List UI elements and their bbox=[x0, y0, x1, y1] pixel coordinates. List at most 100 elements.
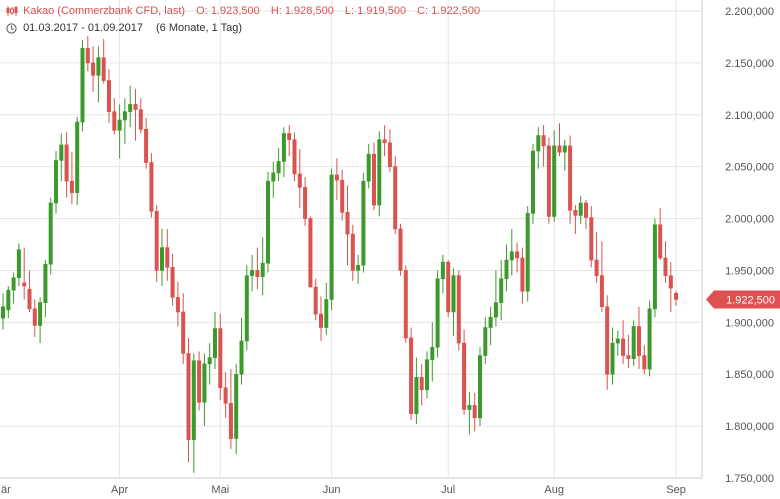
candle-body bbox=[456, 275, 461, 344]
candle-body bbox=[43, 263, 48, 303]
candle bbox=[250, 254, 255, 292]
candle-body bbox=[223, 387, 228, 404]
candle-body bbox=[48, 202, 53, 265]
y-tick-label: 2.100,000 bbox=[725, 110, 774, 122]
candle bbox=[424, 351, 429, 399]
candle bbox=[197, 351, 202, 411]
candle bbox=[181, 293, 186, 364]
candle-body bbox=[483, 327, 488, 356]
candle bbox=[636, 306, 641, 370]
candle bbox=[562, 139, 567, 171]
candle-body bbox=[414, 377, 419, 414]
candle-body bbox=[366, 153, 371, 182]
candle-body bbox=[53, 160, 58, 204]
candle-body bbox=[80, 48, 85, 123]
candle bbox=[128, 85, 133, 128]
candle-body bbox=[552, 145, 557, 217]
candle-body bbox=[128, 104, 133, 112]
candle bbox=[642, 345, 647, 375]
candle bbox=[6, 286, 11, 319]
x-tick-label: Mai bbox=[211, 484, 229, 496]
candle-body bbox=[313, 286, 318, 315]
candle bbox=[43, 260, 48, 318]
candle bbox=[557, 123, 562, 157]
candle bbox=[504, 244, 509, 292]
candle-body bbox=[387, 142, 392, 167]
candle bbox=[38, 297, 43, 344]
candle-body bbox=[96, 57, 101, 76]
candle-body bbox=[409, 337, 414, 414]
candle bbox=[107, 69, 112, 124]
candle-body bbox=[218, 328, 223, 389]
candle-body bbox=[610, 342, 615, 375]
candle bbox=[626, 334, 631, 368]
candle-body bbox=[191, 360, 196, 440]
candle bbox=[186, 337, 191, 463]
y-tick-label: 2.150,000 bbox=[725, 58, 774, 70]
candle bbox=[472, 392, 477, 432]
candle-body bbox=[16, 249, 21, 279]
candle bbox=[451, 268, 456, 336]
candle bbox=[207, 343, 212, 385]
high-value: 1.928,500 bbox=[284, 5, 334, 17]
current-price-label: 1.922,500 bbox=[726, 295, 775, 307]
candle bbox=[525, 206, 530, 302]
candle-body bbox=[207, 357, 212, 365]
candle bbox=[371, 142, 376, 211]
high-label: H: bbox=[270, 5, 282, 17]
candle bbox=[599, 241, 604, 312]
candle-body bbox=[250, 270, 255, 276]
candle-body bbox=[525, 213, 530, 292]
candle-body bbox=[160, 247, 165, 271]
candle bbox=[615, 330, 620, 356]
candle bbox=[552, 130, 557, 222]
candle bbox=[340, 169, 345, 221]
candle-body bbox=[144, 129, 149, 163]
candle-body bbox=[568, 145, 573, 211]
candle-body bbox=[668, 275, 673, 289]
candle bbox=[387, 129, 392, 172]
candle-body bbox=[234, 373, 239, 439]
x-tick-label: Jun bbox=[323, 484, 341, 496]
candle bbox=[658, 208, 663, 261]
candle bbox=[244, 265, 249, 351]
candle-body bbox=[594, 259, 599, 276]
candle-body bbox=[499, 278, 504, 303]
candle-body bbox=[403, 270, 408, 339]
candle bbox=[483, 317, 488, 364]
candle-body bbox=[318, 313, 323, 328]
candle bbox=[287, 125, 292, 157]
candle-body bbox=[477, 355, 482, 419]
candle bbox=[414, 357, 419, 425]
candle-body bbox=[589, 217, 594, 261]
period-label: (6 Monate, 1 Tag) bbox=[156, 22, 243, 34]
y-tick-label: 1.750,000 bbox=[725, 473, 774, 485]
candle bbox=[541, 125, 546, 167]
candle bbox=[213, 311, 218, 370]
candle bbox=[610, 327, 615, 385]
candle-body bbox=[181, 311, 186, 354]
candle-body bbox=[324, 299, 329, 328]
candle-body bbox=[271, 172, 276, 182]
candle-body bbox=[186, 353, 191, 440]
candle-body bbox=[398, 228, 403, 271]
candle-body bbox=[38, 302, 43, 326]
candle-body bbox=[440, 261, 445, 280]
candles bbox=[0, 35, 679, 473]
candle-body bbox=[22, 282, 27, 287]
candle-body bbox=[361, 180, 366, 266]
candle bbox=[154, 205, 159, 282]
candle bbox=[165, 228, 170, 281]
candle bbox=[329, 168, 334, 310]
candle bbox=[583, 199, 588, 229]
candle-body bbox=[435, 278, 440, 348]
candle-body bbox=[107, 80, 112, 112]
candle bbox=[477, 347, 482, 427]
candle bbox=[361, 172, 366, 273]
candle bbox=[530, 143, 535, 224]
current-price-marker bbox=[706, 290, 780, 309]
candle bbox=[462, 329, 467, 415]
candle-body bbox=[340, 179, 345, 213]
open-value: 1.923,500 bbox=[210, 5, 260, 17]
candle bbox=[22, 247, 27, 300]
